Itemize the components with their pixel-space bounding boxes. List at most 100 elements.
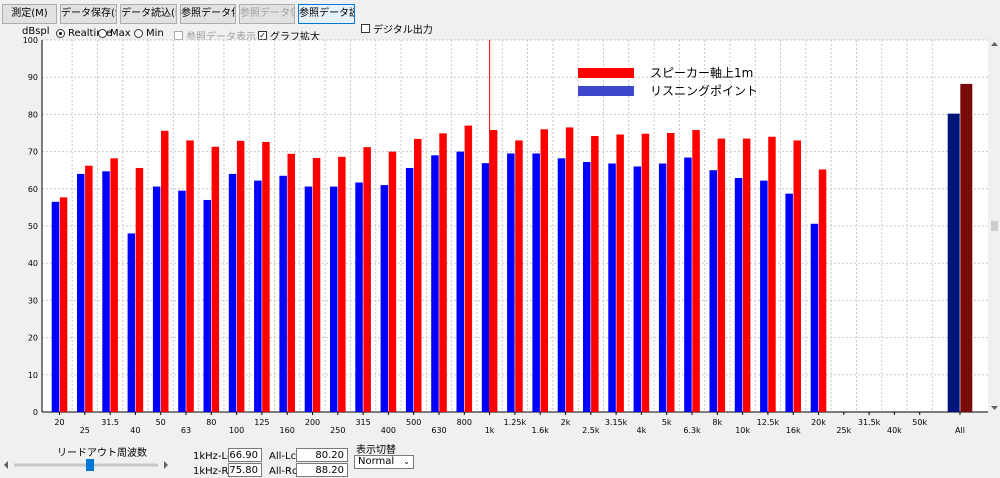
bar-listening-point xyxy=(380,185,389,412)
all-rch-label: All-Rch xyxy=(269,466,304,477)
bar-speaker-axis xyxy=(388,151,397,412)
bar-listening-point xyxy=(51,201,60,412)
y-tick-label: 90 xyxy=(28,73,38,82)
x-tick-label: 200 xyxy=(305,418,320,427)
legend-swatch-speaker xyxy=(578,68,634,78)
make-reference-button[interactable]: 参照データ化 xyxy=(180,4,236,24)
x-tick-label: 125 xyxy=(254,418,269,427)
display-mode-select[interactable]: Normal ⌄ xyxy=(354,455,414,469)
save-data-button[interactable]: データ保存(S)... xyxy=(60,4,117,24)
realtime-label: Realtime xyxy=(68,28,113,39)
all-rch-value: 88.20 xyxy=(296,463,348,477)
x-tick-label: All xyxy=(955,426,965,435)
scroll-up-icon xyxy=(991,42,998,46)
chevron-down-icon: ⌄ xyxy=(403,457,410,466)
x-tick-label: 20k xyxy=(811,418,826,427)
x-tick-label: 12.5k xyxy=(757,418,780,427)
bar-speaker-axis xyxy=(540,129,548,412)
vertical-scrollbar[interactable] xyxy=(989,40,1000,412)
y-tick-label: 50 xyxy=(28,222,38,231)
y-tick-label: 70 xyxy=(28,148,38,157)
bar-listening-point xyxy=(810,223,819,412)
x-tick-label: 31.5 xyxy=(101,418,119,427)
bar-speaker-axis xyxy=(793,140,801,412)
radio-icon xyxy=(98,29,107,38)
bar-speaker-axis xyxy=(161,130,169,412)
show-reference-label: 参照データ表示 xyxy=(186,32,256,43)
bar-speaker-axis xyxy=(211,146,220,412)
y-tick-label: 30 xyxy=(28,296,38,305)
x-tick-label: 6.3k xyxy=(683,426,701,435)
bar-speaker-axis xyxy=(768,136,776,412)
measure-button[interactable]: 測定(M) xyxy=(2,4,57,24)
bar-speaker-axis xyxy=(464,125,473,412)
unit-label: dBspl xyxy=(22,26,50,37)
x-tick-label: 1k xyxy=(485,426,495,435)
bar-listening-point xyxy=(254,180,262,412)
legend-label-speaker: スピーカー軸上1m xyxy=(650,66,753,80)
x-tick-label: 2.5k xyxy=(582,426,600,435)
x-tick-label: 500 xyxy=(406,418,421,427)
bar-listening-point xyxy=(785,193,793,412)
x-tick-label: 315 xyxy=(355,418,370,427)
min-label: Min xyxy=(146,28,164,39)
display-switch-label: 表示切替 xyxy=(356,445,396,456)
bar-speaker-axis xyxy=(312,157,321,412)
digital-output-checkbox[interactable]: デジタル出力 xyxy=(361,21,433,36)
bar-listening-point xyxy=(203,199,211,412)
y-tick-label: 100 xyxy=(23,36,38,45)
x-tick-label: 3.15k xyxy=(605,418,628,427)
save-reference-button[interactable]: 参照データ保存 xyxy=(239,4,295,24)
realtime-radio[interactable]: Realtime xyxy=(56,28,112,39)
slider-left-icon xyxy=(4,461,8,469)
bar-listening-point xyxy=(947,113,960,412)
min-radio[interactable]: Min xyxy=(134,28,164,39)
load-reference-button[interactable]: 参照データ読込 xyxy=(298,4,355,24)
bar-speaker-axis xyxy=(616,134,624,412)
x-tick-label: 2k xyxy=(561,418,571,427)
bar-speaker-axis xyxy=(262,141,270,413)
bar-listening-point xyxy=(228,173,237,412)
slider-right-icon xyxy=(164,461,168,469)
zoom-graph-label: グラフ拡大 xyxy=(270,32,320,43)
bar-listening-point xyxy=(507,153,515,412)
bar-listening-point xyxy=(405,167,414,412)
bar-speaker-axis xyxy=(489,130,498,413)
readout-frequency-slider[interactable] xyxy=(2,458,170,472)
bar-listening-point xyxy=(279,175,287,412)
lch-1k-label: 1kHz-Lch xyxy=(193,451,239,462)
bar-speaker-axis xyxy=(363,147,371,413)
bar-speaker-axis xyxy=(287,153,295,412)
y-tick-label: 20 xyxy=(28,334,38,343)
bar-speaker-axis xyxy=(338,156,346,412)
x-tick-label: 800 xyxy=(457,418,472,427)
max-radio[interactable]: Max xyxy=(98,28,131,39)
bar-listening-point xyxy=(532,153,540,412)
x-tick-label: 4k xyxy=(637,426,647,435)
bar-listening-point xyxy=(178,190,186,412)
rch-1k-value: 75.80 xyxy=(228,463,262,477)
bar-speaker-axis xyxy=(565,127,574,413)
x-tick-label: 63 xyxy=(181,426,191,435)
load-data-button[interactable]: データ読込(R)... xyxy=(120,4,177,24)
legend-label-listening: リスニングポイント xyxy=(650,84,758,98)
bar-listening-point xyxy=(102,171,110,412)
bar-chart: 0 10 20 30 40 50 60 70 80 90 100 20 25 31.5 40 50 63 80 10… xyxy=(23,36,988,435)
rch-1k-label: 1kHz-Rch xyxy=(193,466,241,477)
bar-speaker-axis xyxy=(59,197,68,412)
all-lch-value: 80.20 xyxy=(296,448,348,462)
bar-speaker-axis xyxy=(717,138,726,412)
x-tick-label: 5k xyxy=(662,418,672,427)
x-tick-label: 40k xyxy=(887,426,902,435)
bar-listening-point xyxy=(355,182,363,412)
x-tick-label: 80 xyxy=(206,418,216,427)
bar-speaker-axis xyxy=(85,165,93,412)
bar-listening-point xyxy=(608,163,616,412)
bar-speaker-axis xyxy=(591,135,599,412)
x-tick-label: 16k xyxy=(786,426,801,435)
x-tick-label: 400 xyxy=(381,426,396,435)
bar-speaker-axis xyxy=(236,140,245,412)
x-tick-label: 8k xyxy=(712,418,722,427)
bar-listening-point xyxy=(77,173,85,412)
y-tick-label: 40 xyxy=(28,259,38,268)
